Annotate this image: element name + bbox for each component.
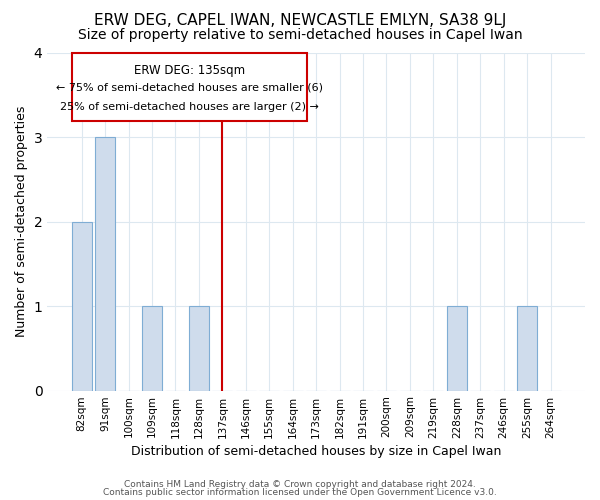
Text: Size of property relative to semi-detached houses in Capel Iwan: Size of property relative to semi-detach… — [77, 28, 523, 42]
Text: ERW DEG, CAPEL IWAN, NEWCASTLE EMLYN, SA38 9LJ: ERW DEG, CAPEL IWAN, NEWCASTLE EMLYN, SA… — [94, 12, 506, 28]
Text: Contains HM Land Registry data © Crown copyright and database right 2024.: Contains HM Land Registry data © Crown c… — [124, 480, 476, 489]
Bar — [517, 306, 537, 390]
Bar — [142, 306, 162, 390]
X-axis label: Distribution of semi-detached houses by size in Capel Iwan: Distribution of semi-detached houses by … — [131, 444, 502, 458]
FancyBboxPatch shape — [73, 53, 307, 120]
Y-axis label: Number of semi-detached properties: Number of semi-detached properties — [15, 106, 28, 338]
Bar — [189, 306, 209, 390]
Text: 25% of semi-detached houses are larger (2) →: 25% of semi-detached houses are larger (… — [60, 102, 319, 112]
Bar — [447, 306, 467, 390]
Bar — [95, 138, 115, 390]
Text: Contains public sector information licensed under the Open Government Licence v3: Contains public sector information licen… — [103, 488, 497, 497]
Text: ERW DEG: 135sqm: ERW DEG: 135sqm — [134, 64, 245, 77]
Bar — [72, 222, 92, 390]
Text: ← 75% of semi-detached houses are smaller (6): ← 75% of semi-detached houses are smalle… — [56, 82, 323, 92]
